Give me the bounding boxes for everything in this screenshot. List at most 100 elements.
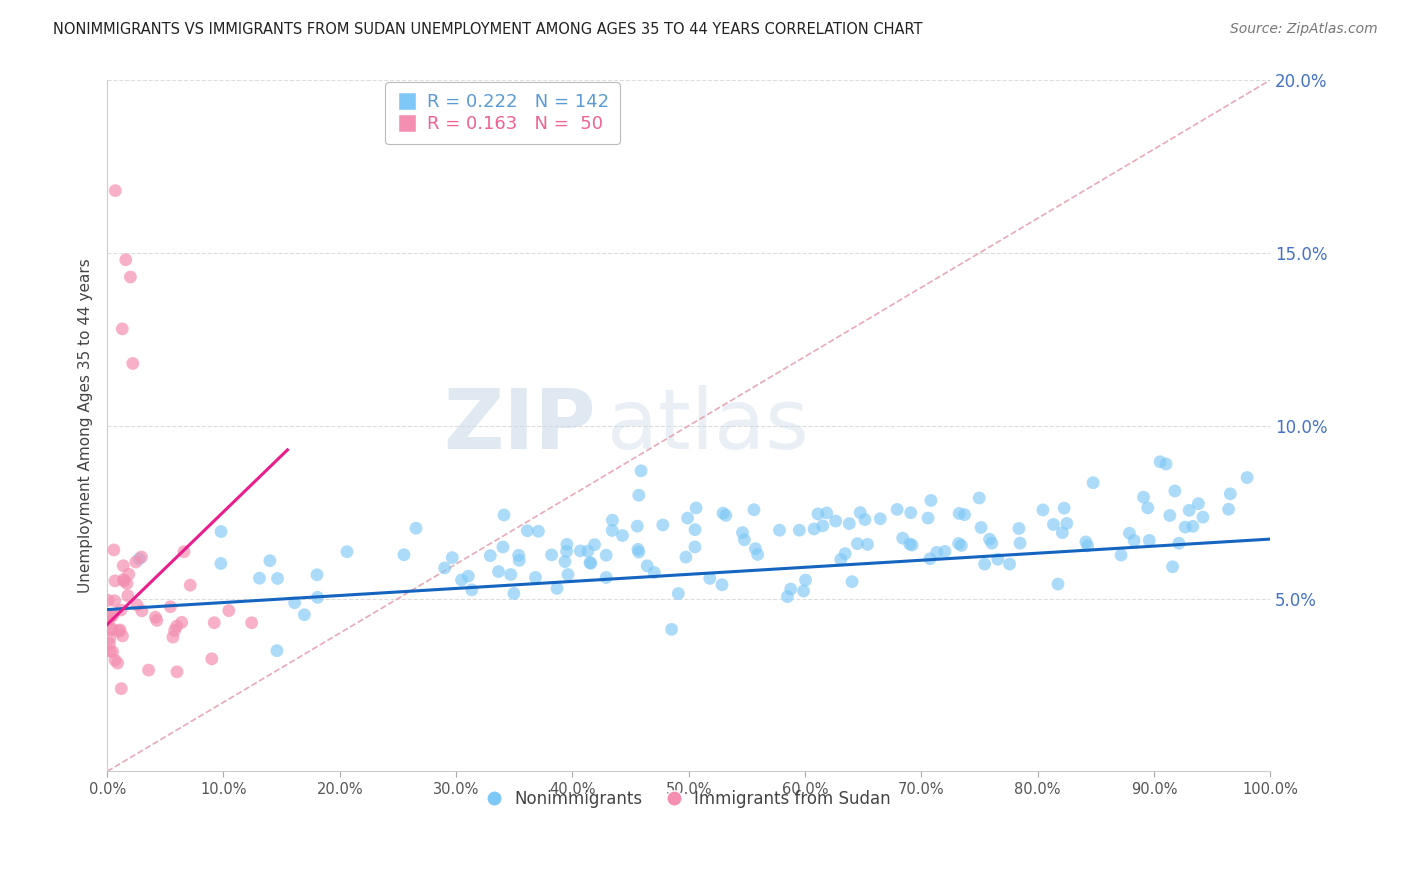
Point [595, 570, 617, 584]
Point [612, 528, 634, 542]
Y-axis label: Unemployment Among Ages 35 to 44 years: Unemployment Among Ages 35 to 44 years [79, 259, 93, 593]
Point [683, 540, 706, 554]
Point [998, 557, 1021, 571]
Point [898, 537, 921, 551]
Point [104, 184, 127, 198]
Point [104, 653, 127, 667]
Point [1236, 470, 1258, 484]
Point [209, 524, 232, 539]
Point [114, 252, 136, 267]
Point [627, 545, 650, 559]
Point [1136, 500, 1159, 515]
Point [1046, 577, 1069, 591]
Point [891, 531, 914, 545]
Point [792, 584, 814, 599]
Point [934, 544, 956, 558]
Point [953, 508, 976, 522]
Point [1077, 539, 1099, 553]
Point [1118, 526, 1140, 541]
Point [450, 573, 472, 587]
Point [112, 573, 135, 587]
Point [1074, 535, 1097, 549]
Point [173, 544, 195, 558]
Point [841, 574, 863, 589]
Point [166, 665, 188, 679]
Point [121, 356, 143, 370]
Point [714, 508, 737, 523]
Point [159, 599, 181, 614]
Point [138, 663, 160, 677]
Point [240, 615, 263, 630]
Point [731, 525, 754, 540]
Point [108, 623, 131, 637]
Point [987, 552, 1010, 566]
Point [1161, 559, 1184, 574]
Point [627, 542, 650, 557]
Point [259, 554, 281, 568]
Point [125, 598, 148, 612]
Point [98, 644, 121, 658]
Point [170, 615, 193, 630]
Point [651, 518, 673, 533]
Point [1219, 487, 1241, 501]
Point [979, 532, 1001, 546]
Point [115, 576, 138, 591]
Point [675, 550, 697, 565]
Point [103, 543, 125, 558]
Point [980, 536, 1002, 550]
Point [104, 594, 127, 608]
Point [595, 548, 617, 562]
Point [779, 582, 801, 596]
Point [794, 573, 817, 587]
Point [516, 524, 538, 538]
Point [101, 622, 124, 636]
Point [699, 571, 721, 585]
Point [807, 507, 830, 521]
Point [540, 548, 562, 562]
Point [1137, 533, 1160, 548]
Point [948, 536, 970, 550]
Point [508, 553, 530, 567]
Point [104, 574, 127, 588]
Point [1149, 455, 1171, 469]
Text: Source: ZipAtlas.com: Source: ZipAtlas.com [1230, 22, 1378, 37]
Point [392, 548, 415, 562]
Point [1154, 457, 1177, 471]
Point [110, 603, 132, 617]
Point [461, 582, 484, 597]
Point [1042, 517, 1064, 532]
Point [973, 557, 995, 571]
Point [112, 574, 135, 588]
Point [869, 512, 891, 526]
Point [97, 614, 120, 628]
Point [600, 524, 623, 538]
Text: atlas: atlas [607, 385, 808, 467]
Point [768, 523, 790, 537]
Point [557, 567, 579, 582]
Point [266, 643, 288, 657]
Point [108, 624, 131, 639]
Point [555, 537, 578, 551]
Point [900, 506, 922, 520]
Point [1008, 521, 1031, 535]
Point [117, 589, 139, 603]
Point [830, 552, 852, 566]
Point [886, 502, 908, 516]
Point [112, 558, 135, 573]
Point [111, 322, 134, 336]
Point [666, 586, 689, 600]
Point [583, 538, 606, 552]
Point [787, 523, 810, 537]
Point [163, 624, 186, 638]
Point [266, 571, 288, 585]
Point [1218, 502, 1240, 516]
Point [576, 544, 599, 558]
Point [602, 513, 624, 527]
Point [849, 506, 872, 520]
Point [508, 549, 530, 563]
Point [441, 550, 464, 565]
Point [166, 619, 188, 633]
Point [853, 512, 876, 526]
Point [1178, 503, 1201, 517]
Text: NONIMMIGRANTS VS IMMIGRANTS FROM SUDAN UNEMPLOYMENT AMONG AGES 35 TO 44 YEARS CO: NONIMMIGRANTS VS IMMIGRANTS FROM SUDAN U… [53, 22, 922, 37]
